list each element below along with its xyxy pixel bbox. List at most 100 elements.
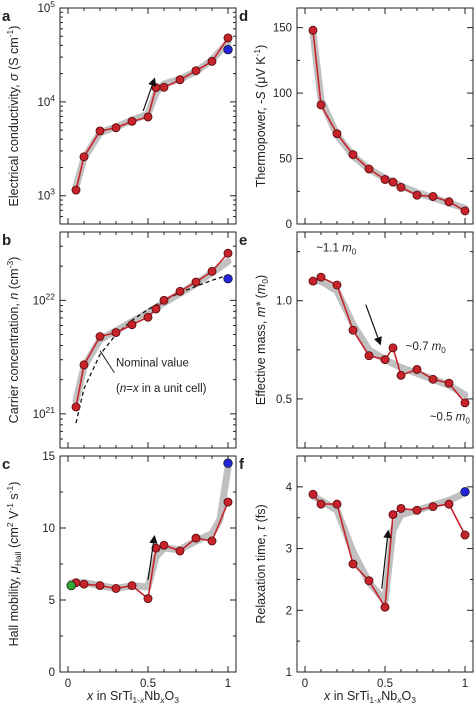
data-point [95, 581, 105, 591]
y-axis-label: Carrier concentration, n (cm-3) [5, 257, 21, 424]
y-tick-label: 105 [37, 0, 55, 15]
y-axis-label: Electrical conductivity, σ (S cm-1) [5, 26, 21, 207]
y-tick-label: 3 [286, 544, 292, 556]
data-point [175, 546, 185, 556]
data-point [151, 83, 161, 93]
data-point [223, 248, 233, 258]
y-tick-label: 4 [286, 482, 293, 494]
data-point [143, 112, 153, 122]
data-point [308, 25, 318, 35]
data-point [95, 332, 105, 341]
x-tick-label: 0.5 [140, 678, 156, 690]
data-point [412, 365, 422, 374]
panel-a: a 103 104 105 Electrical conductivity, σ (S … [2, 0, 237, 225]
y-tick-label: 1021 [33, 405, 56, 421]
data-point [412, 505, 422, 515]
y-tick-label: 150 [273, 23, 292, 35]
data-point [364, 351, 374, 361]
y-axis-label: Thermopower, -S (μV K-1) [252, 45, 268, 188]
data-point [388, 510, 398, 520]
y-tick-label: 1 [286, 667, 292, 679]
mass-label-high: ~1.1 m0 [316, 243, 357, 257]
panel-b: b 1021 1022 Carrier concentration, n (cm-3)… [2, 231, 237, 449]
data-point [159, 295, 169, 305]
data-point [111, 123, 121, 133]
data-point [127, 116, 137, 126]
nominal-line [75, 274, 229, 424]
blue-point [223, 458, 233, 468]
data-point [111, 584, 121, 593]
data-point [308, 276, 318, 286]
data-point [127, 320, 137, 330]
y-axis-label: Relaxation time, τ (fs) [254, 504, 268, 623]
panel-letter: c [2, 456, 10, 473]
trend-arrow [147, 534, 158, 580]
data-point [380, 175, 390, 184]
panel-letter: f [239, 456, 245, 473]
data-point [127, 581, 137, 591]
panel-letter: a [2, 8, 11, 25]
data-point [444, 499, 454, 509]
data-point [444, 378, 454, 388]
x-tick-label: 0 [302, 678, 308, 690]
trend-band [309, 277, 469, 399]
data-point [191, 277, 201, 287]
data-point [332, 129, 342, 139]
trend-band [72, 38, 232, 191]
mass-label-mid: ~0.7 m0 [406, 341, 447, 355]
y-axis-label: Hall mobility, μHall (cm2 V-1 s-1) [5, 482, 23, 647]
data-point [396, 370, 406, 380]
blue-point [460, 487, 470, 497]
y-tick-label: 2 [286, 605, 292, 617]
data-point [191, 533, 201, 543]
data-point [380, 602, 390, 612]
data-point [444, 197, 454, 207]
data-point [151, 543, 161, 553]
data-point [348, 559, 358, 569]
data-point [175, 75, 185, 85]
y-tick-label: 5 [49, 595, 55, 607]
data-point [460, 206, 470, 216]
y-tick-label: 1022 [33, 291, 56, 307]
x-axis-label-left: x in SrTi1-xNbxO3 [86, 689, 179, 704]
data-point [428, 502, 438, 512]
data-point [159, 82, 169, 92]
data-point [348, 150, 358, 160]
x-tick-label: 0 [65, 678, 71, 690]
panel-e: e 0.5 1.0 Effective mass, m* (m0) ~1.1 m0 ~0.… [239, 231, 474, 449]
y-tick-label: 1.0 [276, 296, 292, 308]
panel-d: d 0 50 100 150 Thermopower, -S (μV K-1) [239, 7, 474, 231]
x-tick-label: 1 [225, 678, 231, 690]
y-tick-label: 0.5 [276, 394, 292, 406]
trend-band [72, 258, 232, 405]
y-tick-label: 104 [37, 93, 55, 109]
data-point [71, 185, 81, 195]
data-point [79, 152, 89, 162]
data-point [223, 33, 233, 43]
data-point [308, 489, 318, 499]
plot-frame [59, 455, 237, 673]
x-tick-label: 1 [462, 678, 468, 690]
data-point [159, 540, 169, 550]
data-point [396, 182, 406, 192]
panel-c: c 0 5 10 15 0 0.5 1 Hall mobility, μHall (cm2 V-… [2, 451, 237, 690]
data-point [428, 374, 438, 384]
data-point [151, 304, 161, 314]
blue-point [223, 274, 233, 284]
data-point [332, 499, 342, 509]
y-tick-label: 10 [42, 523, 55, 535]
data-point [316, 100, 326, 110]
nominal-value-label: Nominal value [116, 358, 189, 370]
green-point [66, 580, 76, 591]
data-point [95, 126, 105, 136]
panel-letter: b [2, 232, 11, 249]
trend-arrow [365, 304, 382, 346]
trend-arrow [142, 77, 157, 112]
data-point [223, 497, 233, 507]
y-tick-label: 50 [279, 154, 292, 166]
y-tick-label: 15 [42, 451, 55, 463]
y-tick-label: 100 [273, 88, 292, 100]
plot-frame [296, 7, 474, 225]
data-point [412, 190, 422, 200]
